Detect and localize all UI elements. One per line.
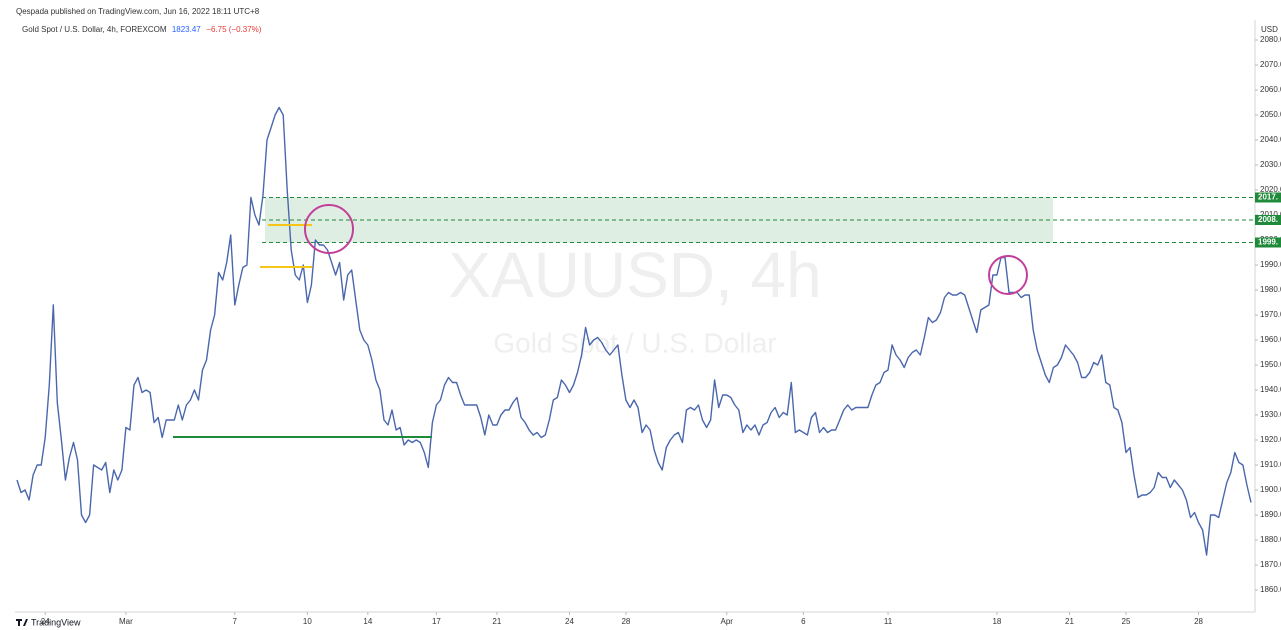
x-tick-label: 14 — [363, 617, 372, 626]
drawing-circle — [304, 204, 354, 254]
x-tick-label: 11 — [884, 617, 893, 626]
x-tick-label: 28 — [621, 617, 630, 626]
level-label: 1999. — [1258, 238, 1278, 247]
x-tick-label: 7 — [233, 617, 238, 626]
brand-logo — [16, 619, 28, 626]
watermark: XAUUSD, 4h — [448, 239, 821, 311]
currency: USD — [1261, 25, 1278, 34]
last-price: 1823.47 — [172, 25, 201, 34]
y-tick-label: 1990.0 — [1260, 260, 1281, 269]
x-tick-label: 17 — [432, 617, 441, 626]
y-tick-label: 1880.0 — [1260, 535, 1281, 544]
price-line — [16, 106, 1252, 556]
y-tick-label: 1890.0 — [1260, 510, 1281, 519]
level-label: 2017. — [1258, 193, 1278, 202]
y-tick-label: 2080.0 — [1260, 35, 1281, 44]
y-tick-label: 1900.0 — [1260, 485, 1281, 494]
x-tick-label: 18 — [992, 617, 1001, 626]
y-tick-label: 1920.0 — [1260, 435, 1281, 444]
symbol-title: Gold Spot / U.S. Dollar, 4h, FOREXCOM — [22, 25, 167, 34]
level-tag — [1255, 192, 1281, 203]
y-tick-label: 2040.0 — [1260, 135, 1281, 144]
y-tick-label: 1860.0 — [1260, 585, 1281, 594]
y-tick-label: 1930.0 — [1260, 410, 1281, 419]
y-tick-label: 1910.0 — [1260, 460, 1281, 469]
level-label: 2008. — [1258, 215, 1278, 224]
y-tick-label: 1870.0 — [1260, 560, 1281, 569]
x-tick-label: 10 — [303, 617, 312, 626]
y-tick-label: 2030.0 — [1260, 160, 1281, 169]
x-tick-label: 21 — [1065, 617, 1074, 626]
plot: 1860.0 1870.0 1880.0 1890.0 1900.0 1910.0 1920… — [16, 35, 1281, 626]
x-tick-label: 21 — [492, 617, 501, 626]
x-tick-label: Mar — [119, 617, 133, 626]
x-tick-label: 24 — [565, 617, 574, 626]
y-tick-label: 1970.0 — [1260, 310, 1281, 319]
y-tick-label: 1940.0 — [1260, 385, 1281, 394]
x-tick-label: Apr — [721, 617, 734, 626]
y-tick-label: 2010.0 — [1260, 210, 1281, 219]
y-tick-label: 2020.0 — [1260, 185, 1281, 194]
brand: TradingView — [31, 617, 81, 627]
y-tick-label: 1980.0 — [1260, 285, 1281, 294]
y-tick-label: 2050.0 — [1260, 110, 1281, 119]
price-change: −6.75 (−0.37%) — [206, 25, 261, 34]
x-tick-label: 24 — [41, 617, 50, 626]
y-tick-label: 1950.0 — [1260, 360, 1281, 369]
y-tick-label: 2070.0 — [1260, 60, 1281, 69]
level-tag — [1255, 215, 1281, 225]
drawing-circle — [988, 255, 1028, 295]
watermark-subtitle: Gold Spot / U.S. Dollar — [493, 327, 776, 358]
legend: Gold Spot / U.S. Dollar, 4h, FOREXCOM 18… — [22, 25, 262, 34]
x-tick-label: 25 — [1122, 617, 1131, 626]
y-tick-label: 2060.0 — [1260, 85, 1281, 94]
x-tick-label: 28 — [1194, 617, 1203, 626]
level-tag — [1255, 237, 1281, 248]
logo-icon — [16, 619, 28, 626]
y-tick-label: 1960.0 — [1260, 335, 1281, 344]
x-tick-label: 6 — [801, 617, 806, 626]
publisher: Qespada published on TradingView.com, Ju… — [16, 7, 260, 16]
